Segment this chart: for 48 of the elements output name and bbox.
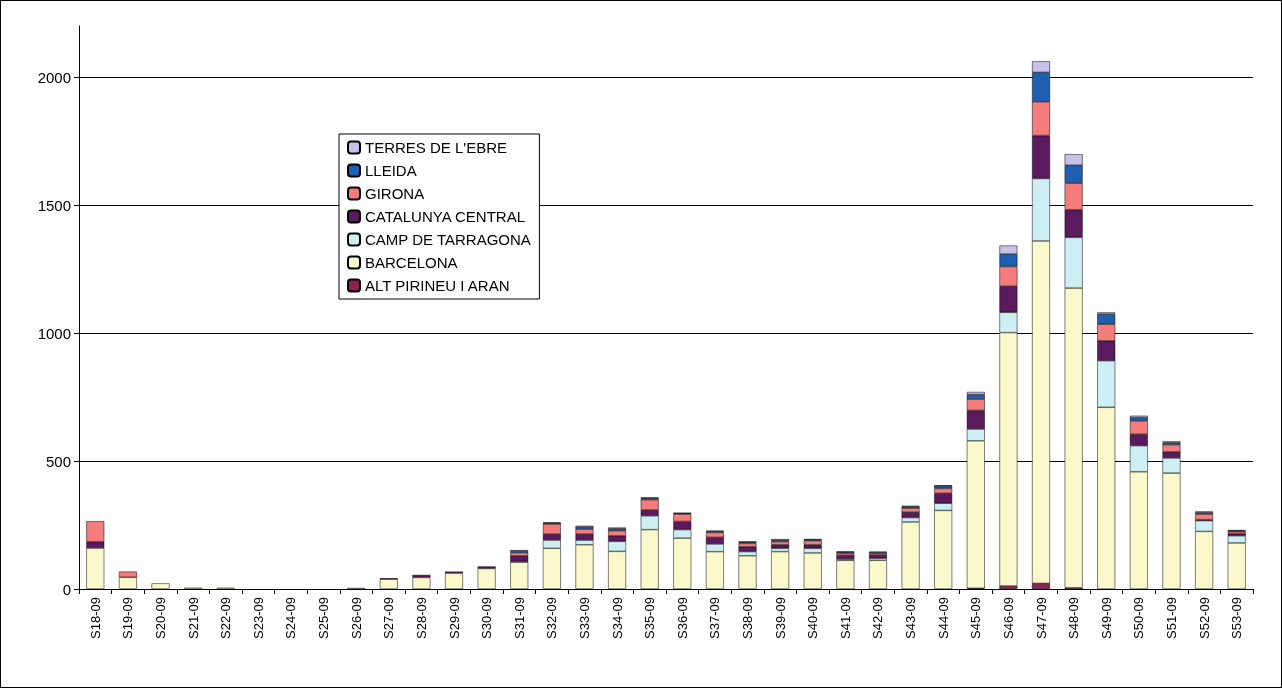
legend-label: CAMP DE TARRAGONA — [365, 231, 531, 248]
x-tick-label: S37-09 — [707, 597, 723, 639]
x-tick-label: S48-09 — [1066, 597, 1082, 639]
x-tick-label: S20-09 — [153, 597, 169, 639]
x-tick-label: S51-09 — [1163, 597, 1179, 639]
x-tick-label: S19-09 — [120, 597, 136, 639]
x-tick-label: S49-09 — [1098, 597, 1114, 639]
y-tick-label: 1500 — [37, 196, 71, 214]
y-tick-label: 500 — [45, 452, 71, 470]
x-tick-label: S41-09 — [837, 597, 853, 639]
legend-label: ALT PIRINEU I ARAN — [365, 277, 510, 294]
x-tick-label: S26-09 — [348, 597, 364, 639]
legend-label: LLEIDA — [365, 162, 417, 179]
x-tick-label: S28-09 — [413, 597, 429, 639]
x-tick-label: S32-09 — [544, 597, 560, 639]
legend-label: BARCELONA — [365, 254, 458, 271]
x-tick-label: S30-09 — [479, 597, 495, 639]
x-tick-label: S40-09 — [805, 597, 821, 639]
y-tick-label: 1000 — [37, 324, 71, 342]
x-tick-label: S34-09 — [609, 597, 625, 639]
x-tick-label: S50-09 — [1131, 597, 1147, 639]
x-tick-label: S42-09 — [870, 597, 886, 639]
x-tick-label: S53-09 — [1229, 597, 1245, 639]
x-tick-label: S23-09 — [250, 597, 266, 639]
x-tick-label: S31-09 — [511, 597, 527, 639]
x-tick-label: S46-09 — [1000, 597, 1016, 639]
x-tick-label: S33-09 — [576, 597, 592, 639]
x-tick-label: S44-09 — [935, 597, 951, 639]
x-tick-label: S47-09 — [1033, 597, 1049, 639]
x-tick-label: S39-09 — [772, 597, 788, 639]
x-tick-label: S36-09 — [674, 597, 690, 639]
x-tick-label: S29-09 — [446, 597, 462, 639]
x-tick-label: S22-09 — [218, 597, 234, 639]
x-tick-label: S38-09 — [740, 597, 756, 639]
y-tick-label: 2000 — [37, 68, 71, 86]
legend-label: CATALUNYA CENTRAL — [365, 208, 526, 225]
legend-label: GIRONA — [365, 185, 425, 202]
x-tick-label: S27-09 — [381, 597, 397, 639]
x-tick-label: S25-09 — [316, 597, 332, 639]
x-tick-label: S24-09 — [283, 597, 299, 639]
x-tick-label: S18-09 — [87, 597, 103, 639]
x-tick-label: S21-09 — [185, 597, 201, 639]
x-tick-label: S43-09 — [903, 597, 919, 639]
x-tick-label: S45-09 — [968, 597, 984, 639]
legend-label: TERRES DE L'EBRE — [365, 139, 508, 156]
x-tick-label: S52-09 — [1196, 597, 1212, 639]
y-tick-label: 0 — [62, 580, 71, 598]
x-tick-label: S35-09 — [642, 597, 658, 639]
